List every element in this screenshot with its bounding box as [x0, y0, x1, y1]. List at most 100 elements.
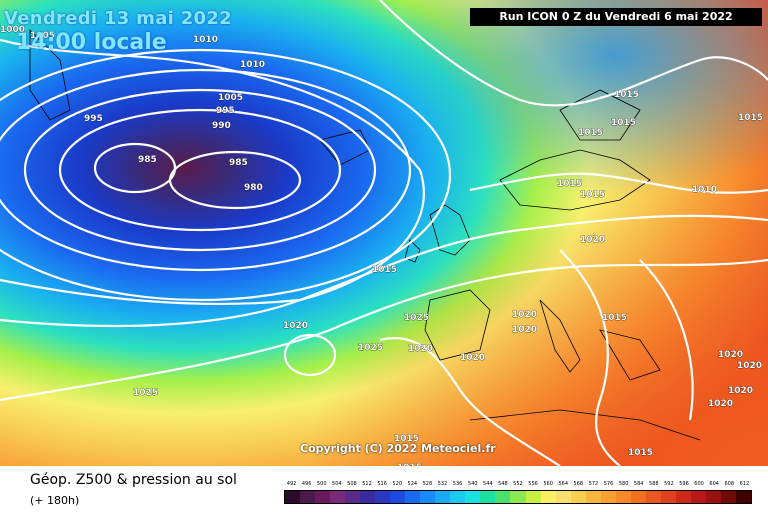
scale-swatch [705, 491, 721, 503]
legend-title: Géop. Z500 & pression au sol [30, 472, 237, 488]
scale-tick-label: 592 [664, 481, 674, 487]
scale-swatch [585, 491, 601, 503]
isobar-label: 1025 [404, 313, 429, 323]
scale-tick-label: 492 [286, 481, 297, 487]
isobar-label: 1015 [611, 118, 636, 128]
scale-tick-label: 580 [618, 481, 629, 487]
isobar-label: 985 [138, 155, 157, 165]
isobar-label: 995 [216, 106, 235, 116]
scale-tick-label: 536 [452, 481, 463, 487]
scale-swatch [315, 491, 331, 503]
isobar-label: 1015 [394, 434, 419, 444]
isobar-label: 1010 [240, 60, 265, 70]
isobar-label: 1020 [728, 386, 753, 396]
scale-tick-label: 532 [437, 481, 448, 487]
isobar-label: 1020 [512, 325, 537, 335]
scale-swatch [375, 491, 391, 503]
scale-swatch [615, 491, 631, 503]
isobar-label: 1000 [0, 25, 25, 35]
forecast-time: 14:00 locale [16, 30, 167, 55]
scale-swatch [420, 491, 436, 503]
scale-swatch [735, 491, 751, 503]
scale-tick-label: 568 [573, 481, 584, 487]
isobar-label: 1020 [512, 310, 537, 320]
isobar-label: 1015 [557, 179, 582, 189]
scale-tick-label: 572 [588, 481, 599, 487]
isobar-label: 1020 [737, 361, 762, 371]
isobar-label: 1015 [580, 190, 605, 200]
legend-footer: Géop. Z500 & pression au sol (+ 180h) 49… [0, 466, 768, 512]
scale-tick-label: 524 [407, 481, 418, 487]
scale-swatch [690, 491, 706, 503]
scale-tick-label: 612 [739, 481, 750, 487]
scale-tick-label: 600 [694, 481, 704, 487]
color-scale-bar [284, 490, 752, 504]
scale-tick-label: 540 [467, 481, 478, 487]
isobar-label: 990 [212, 121, 231, 131]
scale-tick-label: 596 [679, 481, 689, 487]
scale-tick-label: 576 [603, 481, 614, 487]
isobar-label: 1020 [460, 353, 485, 363]
isobar-label: 985 [229, 158, 248, 168]
isobar-label: 1005 [218, 93, 243, 103]
isobar-label: 1025 [133, 388, 158, 398]
forecast-date: Vendredi 13 mai 2022 [4, 8, 233, 29]
isobar-label: 1015 [628, 448, 653, 458]
scale-tick-label: 516 [377, 481, 387, 487]
scale-tick-label: 556 [528, 481, 538, 487]
scale-swatch [495, 491, 511, 503]
color-scale-ticks: 492 496 500 504 508 512 516 520 524 528 532 536 540 5… [284, 480, 752, 488]
scale-tick-label: 564 [558, 481, 568, 487]
isobar-label: 1015 [397, 463, 422, 466]
scale-swatch [660, 491, 676, 503]
scale-tick-label: 608 [724, 481, 735, 487]
scale-swatch [480, 491, 496, 503]
isobar-label: 1010 [193, 35, 218, 45]
isobar-label: 995 [84, 114, 103, 124]
isobar-label: 1020 [718, 350, 743, 360]
scale-swatch [645, 491, 661, 503]
scale-tick-label: 496 [301, 481, 312, 487]
scale-tick-label: 548 [498, 481, 508, 487]
scale-swatch [570, 491, 586, 503]
scale-swatch [285, 491, 301, 503]
scale-swatch [510, 491, 526, 503]
isobar-label: 1020 [283, 321, 308, 331]
scale-tick-label: 584 [633, 481, 644, 487]
isobar-label: 1005 [30, 31, 55, 41]
scale-swatch [600, 491, 616, 503]
isobar-label: 980 [244, 183, 263, 193]
scale-tick-label: 504 [332, 481, 342, 487]
scale-swatch [720, 491, 736, 503]
scale-tick-label: 544 [482, 481, 493, 487]
scale-tick-label: 500 [316, 481, 327, 487]
isobar-label: 1010 [692, 185, 717, 195]
scale-tick-label: 560 [543, 481, 553, 487]
pressure-map: 1000 1005 1010 1010 1005 995 990 995 985… [0, 0, 768, 466]
scale-swatch [450, 491, 466, 503]
isobar-label: 1020 [708, 399, 733, 409]
scale-swatch [465, 491, 481, 503]
scale-tick-label: 512 [362, 481, 372, 487]
isobar-label: 1015 [372, 265, 397, 275]
scale-tick-label: 508 [347, 481, 357, 487]
scale-swatch [345, 491, 361, 503]
isobars [0, 0, 768, 466]
isobar-label: 1015 [614, 90, 639, 100]
isobar-label: 1020 [408, 344, 433, 354]
scale-swatch [405, 491, 421, 503]
isobar-label: 1020 [580, 235, 605, 245]
isobar-label: 1015 [738, 113, 763, 123]
scale-tick-label: 588 [649, 481, 659, 487]
scale-swatch [360, 491, 376, 503]
scale-swatch [540, 491, 556, 503]
coastlines [29, 29, 701, 441]
scale-tick-label: 552 [513, 481, 523, 487]
legend-subtitle: (+ 180h) [30, 494, 80, 507]
scale-swatch [435, 491, 451, 503]
scale-swatch [330, 491, 346, 503]
copyright-text: Copyright (C) 2022 Meteociel.fr [300, 442, 496, 455]
model-run-label: Run ICON 0 Z du Vendredi 6 mai 2022 [470, 8, 762, 26]
color-scale: 492 496 500 504 508 512 516 520 524 528 532 536 540 5… [284, 480, 752, 506]
